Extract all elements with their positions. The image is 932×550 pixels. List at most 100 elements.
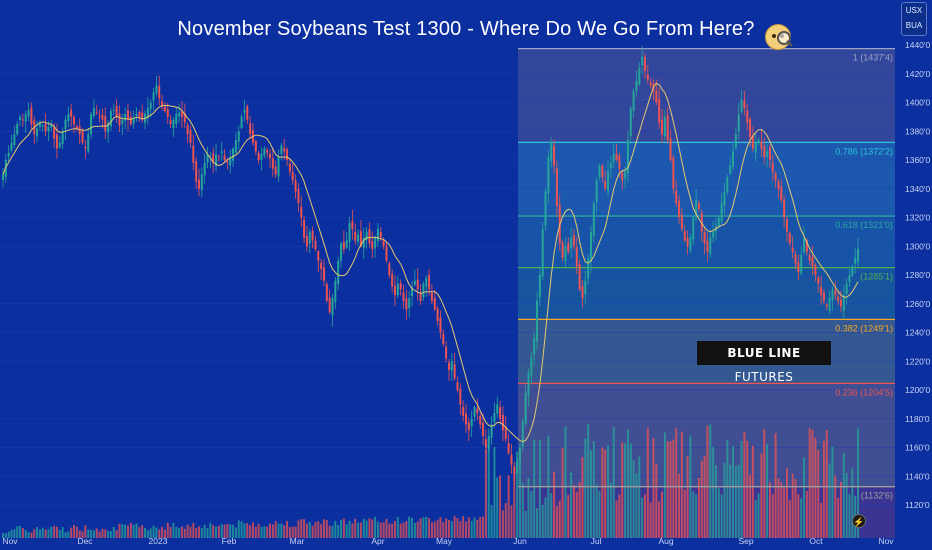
volume-bar [67, 531, 70, 538]
volume-bar [393, 521, 396, 538]
volume-bar [754, 500, 757, 538]
volume-bar [553, 471, 556, 538]
volume-bar [609, 482, 612, 538]
candle-body [288, 163, 291, 172]
candle-body [112, 109, 115, 111]
candle-body [805, 240, 808, 252]
volume-bar [561, 447, 564, 538]
candle-body [121, 119, 124, 124]
brand-regular: FUTURES [734, 370, 794, 384]
volume-bar [422, 517, 425, 538]
volume-bar [149, 528, 152, 538]
candle-body [607, 171, 610, 192]
candle-body [646, 74, 649, 80]
candle-body [78, 126, 81, 135]
volume-bar [607, 445, 610, 538]
volume-bar [7, 531, 10, 538]
candle-body [854, 257, 857, 264]
volume-bar [175, 526, 178, 538]
volume-bar [209, 522, 212, 538]
candle-body [530, 358, 533, 376]
volume-bar [104, 529, 107, 538]
candle-body [749, 119, 752, 137]
volume-bar [538, 439, 541, 538]
volume-bar [95, 528, 98, 538]
volume-bar [53, 525, 56, 538]
candle-body [402, 292, 405, 301]
candle-body [101, 114, 104, 120]
y-tick-label: 1160'0 [905, 443, 930, 453]
candle-body [516, 461, 519, 474]
candle-body [675, 190, 678, 204]
candle-body [763, 146, 766, 158]
candle-body [828, 298, 831, 311]
volume-bar [541, 504, 544, 538]
candle-body [382, 240, 385, 247]
volume-bar [581, 457, 584, 538]
volume-bar [470, 520, 473, 538]
volume-bar [90, 529, 93, 538]
brand-logo: BLUE LINE FUTURES [697, 341, 831, 384]
volume-bar [101, 528, 104, 538]
candle-body [837, 296, 840, 301]
volume-bar [629, 443, 632, 538]
volume-bar [55, 526, 58, 538]
volume-bar [121, 523, 124, 538]
candle-body [354, 231, 357, 241]
candle-body [55, 134, 58, 149]
candle-body [536, 300, 539, 342]
candle-body [192, 145, 195, 163]
candle-body [263, 148, 266, 156]
volume-bar [303, 519, 306, 538]
x-tick-label: Oct [809, 536, 823, 546]
volume-bars [2, 423, 859, 538]
candle-body [499, 407, 502, 419]
fib-label: (1132'6) [861, 491, 893, 501]
candle-body [712, 231, 715, 238]
volume-bar [530, 491, 533, 538]
candle-body [348, 223, 351, 243]
volume-bar [655, 464, 658, 538]
volume-bar [774, 433, 777, 538]
volume-bar [641, 497, 644, 538]
candle-body [328, 297, 331, 313]
candle-body [345, 240, 348, 248]
candle-body [266, 149, 269, 153]
volume-bar [612, 426, 615, 538]
volume-bar [274, 520, 277, 538]
candle-body [50, 124, 53, 128]
candle-body [493, 413, 496, 423]
volume-bar [334, 520, 337, 538]
volume-bar [692, 491, 695, 538]
candle-body [803, 237, 806, 252]
volume-bar [658, 501, 661, 538]
currency-badge[interactable]: USX BUA [901, 2, 927, 36]
candle-body [572, 235, 575, 247]
fib-lines [518, 47, 895, 488]
volume-bar [521, 483, 524, 538]
candle-body [459, 388, 462, 405]
candle-body [740, 99, 743, 113]
volume-bar [570, 472, 573, 538]
candle-body [175, 114, 178, 124]
volume-bar [794, 479, 797, 538]
volume-bar [589, 450, 592, 538]
volume-bar [30, 532, 33, 538]
candle-body [834, 289, 837, 296]
candle-body [695, 200, 698, 218]
candle-body [777, 180, 780, 189]
volume-bar [749, 474, 752, 538]
volume-bar [433, 521, 436, 538]
volume-bar [411, 518, 414, 538]
candle-body [672, 157, 675, 189]
volume-bar [675, 428, 678, 538]
candle-body [206, 154, 209, 163]
candle-body [47, 126, 50, 132]
lightning-icon[interactable]: ⚡ [852, 514, 866, 528]
volume-bar [10, 529, 13, 538]
candle-body [286, 149, 289, 160]
candle-body [706, 241, 709, 252]
volume-bar [345, 524, 348, 538]
candle-body [680, 214, 683, 229]
